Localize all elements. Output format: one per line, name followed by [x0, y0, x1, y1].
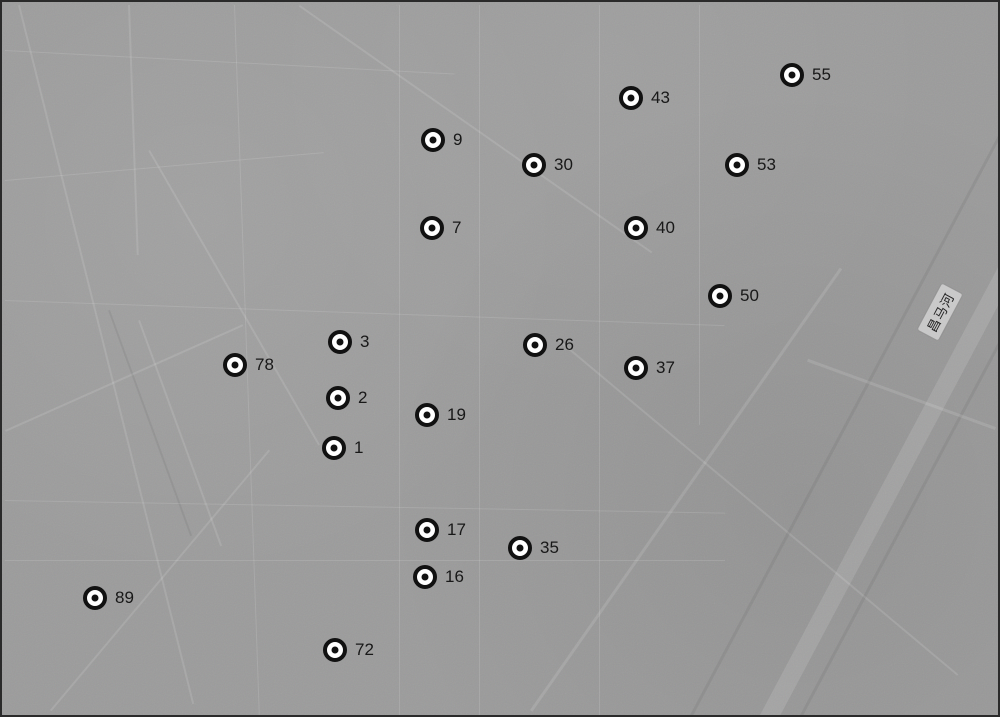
marker-label: 55: [812, 65, 831, 85]
terrain-line: [760, 44, 1000, 717]
point-marker[interactable]: [83, 586, 107, 610]
marker-label: 16: [445, 567, 464, 587]
marker-dot: [92, 595, 99, 602]
marker-label: 37: [656, 358, 675, 378]
marker-label: 19: [447, 405, 466, 425]
point-marker[interactable]: [420, 216, 444, 240]
marker-dot: [633, 365, 640, 372]
terrain-line: [807, 359, 996, 430]
point-marker[interactable]: [223, 353, 247, 377]
marker-dot: [789, 72, 796, 79]
point-marker[interactable]: [708, 284, 732, 308]
point-marker[interactable]: [328, 330, 352, 354]
marker-label: 43: [651, 88, 670, 108]
point-marker[interactable]: [326, 386, 350, 410]
marker-dot: [531, 162, 538, 169]
terrain-line: [50, 450, 270, 712]
terrain-line: [5, 324, 243, 432]
marker-dot: [633, 225, 640, 232]
marker-label: 35: [540, 538, 559, 558]
marker-label: 89: [115, 588, 134, 608]
marker-dot: [331, 445, 338, 452]
point-marker[interactable]: [415, 403, 439, 427]
marker-label: 78: [255, 355, 274, 375]
marker-dot: [335, 395, 342, 402]
marker-dot: [424, 527, 431, 534]
marker-dot: [717, 293, 724, 300]
marker-dot: [628, 95, 635, 102]
point-marker[interactable]: [508, 536, 532, 560]
marker-dot: [337, 339, 344, 346]
marker-dot: [332, 647, 339, 654]
marker-dot: [734, 162, 741, 169]
marker-dot: [424, 412, 431, 419]
terrain-line: [5, 50, 454, 75]
marker-dot: [532, 342, 539, 349]
map-canvas: 昌马河 55 43 9 30 53 7 40 50 3 26 78 37 2 19 1 17 35 16 89 72: [0, 0, 1000, 717]
marker-label: 7: [452, 218, 461, 238]
marker-label: 9: [453, 130, 462, 150]
marker-label: 17: [447, 520, 466, 540]
marker-label: 26: [555, 335, 574, 355]
marker-label: 72: [355, 640, 374, 660]
marker-dot: [429, 225, 436, 232]
point-marker[interactable]: [624, 216, 648, 240]
marker-label: 50: [740, 286, 759, 306]
marker-label: 2: [358, 388, 367, 408]
terrain-line: [479, 5, 480, 717]
frame-border: [0, 0, 1000, 717]
point-marker[interactable]: [780, 63, 804, 87]
terrain-line: [559, 340, 959, 676]
point-marker[interactable]: [421, 128, 445, 152]
marker-label: 1: [354, 438, 363, 458]
point-marker[interactable]: [323, 638, 347, 662]
point-marker[interactable]: [415, 518, 439, 542]
terrain-line: [530, 268, 842, 712]
terrain-line: [5, 560, 725, 561]
terrain-line: [148, 150, 320, 445]
point-marker[interactable]: [725, 153, 749, 177]
marker-label: 40: [656, 218, 675, 238]
marker-label: 53: [757, 155, 776, 175]
marker-dot: [517, 545, 524, 552]
point-marker[interactable]: [624, 356, 648, 380]
marker-label: 30: [554, 155, 573, 175]
point-marker[interactable]: [322, 436, 346, 460]
point-marker[interactable]: [619, 86, 643, 110]
river-label: 昌马河: [916, 282, 963, 341]
terrain-line: [399, 5, 400, 717]
terrain-line: [128, 5, 139, 255]
point-marker[interactable]: [523, 333, 547, 357]
point-marker[interactable]: [413, 565, 437, 589]
marker-dot: [232, 362, 239, 369]
marker-label: 3: [360, 332, 369, 352]
terrain-line: [699, 5, 700, 425]
terrain-line: [5, 500, 725, 514]
marker-dot: [422, 574, 429, 581]
texture-noise: [0, 0, 1000, 717]
marker-dot: [430, 137, 437, 144]
point-marker[interactable]: [522, 153, 546, 177]
